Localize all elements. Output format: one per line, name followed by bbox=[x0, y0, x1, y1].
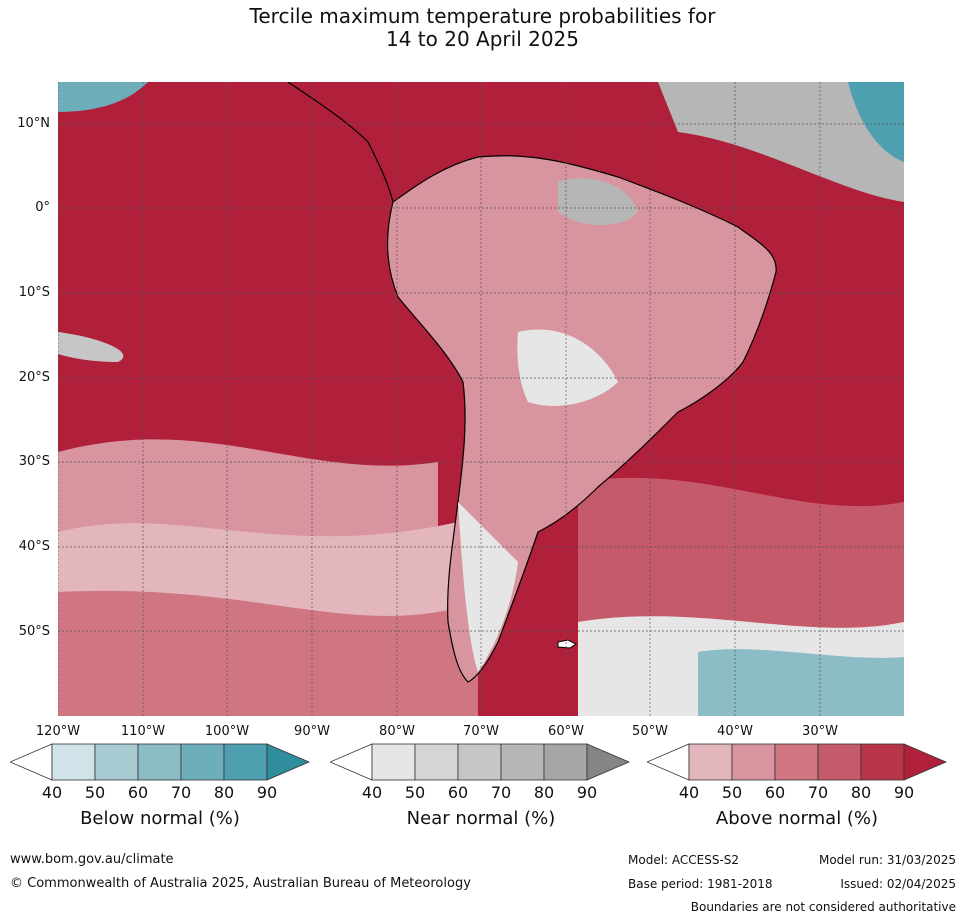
below-segment-1 bbox=[51, 743, 96, 781]
lon-label-80w: 80°W bbox=[379, 724, 415, 739]
title-line-1: Tercile maximum temperature probabilitie… bbox=[249, 4, 716, 28]
lon-label-120w: 120°W bbox=[35, 724, 81, 739]
above-over-triangle bbox=[903, 743, 948, 781]
title-line-2: 14 to 20 April 2025 bbox=[385, 27, 580, 51]
below-tick-label: 40 bbox=[41, 783, 63, 802]
above-normal-colorbar bbox=[647, 743, 948, 781]
boundary-disclaimer: Boundaries are not considered authoritat… bbox=[690, 900, 956, 914]
below-segment-5 bbox=[223, 743, 268, 781]
above-tick-label: 40 bbox=[678, 783, 700, 802]
below-tick-label: 50 bbox=[84, 783, 106, 802]
lon-label-110w: 110°W bbox=[120, 724, 166, 739]
near-normal-title: Near normal (%) bbox=[406, 808, 556, 829]
probability-map bbox=[58, 82, 904, 716]
above-tick-label: 90 bbox=[893, 783, 915, 802]
below-tick-label: 60 bbox=[127, 783, 149, 802]
issued-date: Issued: 02/04/2025 bbox=[840, 877, 956, 891]
lon-label-60w: 60°W bbox=[548, 724, 584, 739]
above-segment-4 bbox=[817, 743, 862, 781]
below-under-triangle bbox=[10, 743, 53, 781]
model-run-date: Model run: 31/03/2025 bbox=[818, 853, 956, 867]
below-normal-northwest bbox=[58, 82, 148, 112]
above-segment-2 bbox=[731, 743, 776, 781]
patagonia-near-normal bbox=[458, 502, 518, 672]
near-segment-4 bbox=[500, 743, 545, 781]
below-tick-label: 90 bbox=[256, 783, 278, 802]
near-over-triangle bbox=[586, 743, 631, 781]
lat-label-0: 0° bbox=[35, 200, 50, 215]
above-tick-label: 70 bbox=[807, 783, 829, 802]
map-title: Tercile maximum temperature probabilitie… bbox=[0, 5, 965, 51]
lat-label-50s: 50°S bbox=[18, 624, 50, 639]
near-normal-colorbar bbox=[330, 743, 631, 781]
lat-label-40s: 40°S bbox=[18, 539, 50, 554]
above-tick-label: 80 bbox=[850, 783, 872, 802]
below-segment-2 bbox=[94, 743, 139, 781]
near-segment-1 bbox=[371, 743, 416, 781]
near-tick-label: 90 bbox=[576, 783, 598, 802]
below-segment-3 bbox=[137, 743, 182, 781]
website-link[interactable]: www.bom.gov.au/climate bbox=[10, 852, 174, 867]
falkland-islands bbox=[557, 639, 577, 649]
lon-label-50w: 50°W bbox=[632, 724, 668, 739]
below-normal-colorbar bbox=[10, 743, 310, 781]
below-normal-northeast bbox=[848, 82, 904, 162]
lat-label-10n: 10°N bbox=[17, 116, 50, 131]
graticule bbox=[58, 82, 904, 716]
near-normal-northeast bbox=[658, 82, 904, 202]
lat-label-10s: 10°S bbox=[18, 285, 50, 300]
below-tick-label: 70 bbox=[170, 783, 192, 802]
near-segment-3 bbox=[457, 743, 502, 781]
lon-label-100w: 100°W bbox=[204, 724, 250, 739]
lon-label-30w: 30°W bbox=[802, 724, 838, 739]
below-tick-label: 80 bbox=[213, 783, 235, 802]
below-normal-title: Below normal (%) bbox=[80, 808, 240, 829]
base-period: Base period: 1981-2018 bbox=[628, 877, 773, 891]
map-svg bbox=[58, 82, 904, 716]
above-tick-label: 50 bbox=[721, 783, 743, 802]
model-name: Model: ACCESS-S2 bbox=[628, 853, 740, 867]
above-under-triangle bbox=[647, 743, 690, 781]
near-tick-label: 50 bbox=[404, 783, 426, 802]
below-segment-4 bbox=[180, 743, 225, 781]
above-segment-3 bbox=[774, 743, 819, 781]
above-normal-title: Above normal (%) bbox=[715, 808, 879, 829]
below-normal-south-atlantic bbox=[698, 649, 904, 716]
above-normal-60-zone-south bbox=[58, 590, 478, 716]
central-near-normal bbox=[517, 329, 618, 406]
north-near-normal bbox=[558, 178, 638, 226]
lat-label-30s: 30°S bbox=[18, 454, 50, 469]
lon-label-70w: 70°W bbox=[463, 724, 499, 739]
near-tick-label: 60 bbox=[447, 783, 469, 802]
lat-label-20s: 20°S bbox=[18, 370, 50, 385]
near-tick-label: 80 bbox=[533, 783, 555, 802]
near-tick-label: 70 bbox=[490, 783, 512, 802]
near-tick-label: 40 bbox=[361, 783, 383, 802]
lon-label-90w: 90°W bbox=[294, 724, 330, 739]
below-over-triangle bbox=[266, 743, 310, 781]
near-under-triangle bbox=[330, 743, 373, 781]
near-normal-pacific-patch bbox=[58, 332, 124, 362]
lon-label-40w: 40°W bbox=[717, 724, 753, 739]
above-tick-label: 60 bbox=[764, 783, 786, 802]
above-segment-1 bbox=[688, 743, 733, 781]
above-segment-5 bbox=[860, 743, 905, 781]
near-segment-5 bbox=[543, 743, 588, 781]
copyright-text: © Commonwealth of Australia 2025, Austra… bbox=[10, 876, 471, 891]
near-segment-2 bbox=[414, 743, 459, 781]
